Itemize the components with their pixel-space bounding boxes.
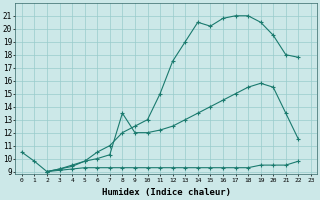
X-axis label: Humidex (Indice chaleur): Humidex (Indice chaleur) xyxy=(102,188,231,197)
